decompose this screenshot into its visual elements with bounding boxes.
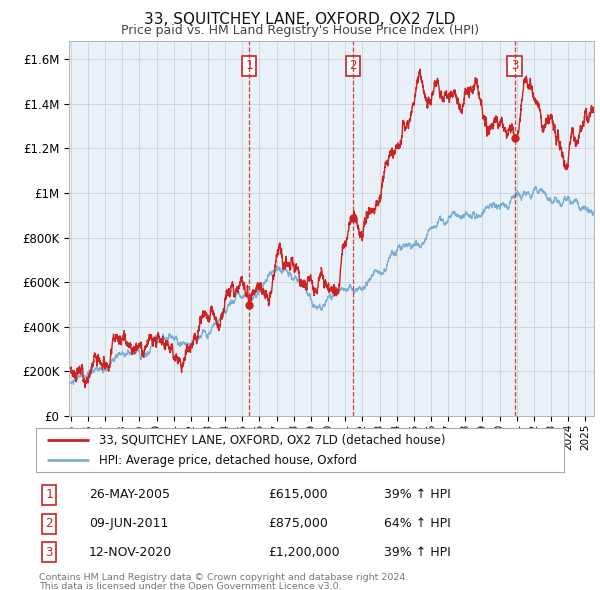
Text: HPI: Average price, detached house, Oxford: HPI: Average price, detached house, Oxfo… <box>100 454 358 467</box>
Text: 64% ↑ HPI: 64% ↑ HPI <box>385 517 451 530</box>
Text: £1,200,000: £1,200,000 <box>268 546 340 559</box>
Text: 33, SQUITCHEY LANE, OXFORD, OX2 7LD (detached house): 33, SQUITCHEY LANE, OXFORD, OX2 7LD (det… <box>100 433 446 446</box>
Text: 1: 1 <box>46 489 53 502</box>
Text: 12-NOV-2020: 12-NOV-2020 <box>89 546 172 559</box>
Text: 26-MAY-2005: 26-MAY-2005 <box>89 489 170 502</box>
Text: This data is licensed under the Open Government Licence v3.0.: This data is licensed under the Open Gov… <box>39 582 341 590</box>
Text: £615,000: £615,000 <box>268 489 328 502</box>
Text: Contains HM Land Registry data © Crown copyright and database right 2024.: Contains HM Land Registry data © Crown c… <box>39 573 409 582</box>
Text: 3: 3 <box>511 60 518 73</box>
Text: 2: 2 <box>46 517 53 530</box>
Text: 3: 3 <box>46 546 53 559</box>
Text: 09-JUN-2011: 09-JUN-2011 <box>89 517 168 530</box>
Text: 1: 1 <box>245 60 253 73</box>
Text: Price paid vs. HM Land Registry's House Price Index (HPI): Price paid vs. HM Land Registry's House … <box>121 24 479 37</box>
Text: 39% ↑ HPI: 39% ↑ HPI <box>385 489 451 502</box>
Text: 33, SQUITCHEY LANE, OXFORD, OX2 7LD: 33, SQUITCHEY LANE, OXFORD, OX2 7LD <box>145 12 455 27</box>
Text: 39% ↑ HPI: 39% ↑ HPI <box>385 546 451 559</box>
Text: £875,000: £875,000 <box>268 517 328 530</box>
Text: 2: 2 <box>349 60 356 73</box>
